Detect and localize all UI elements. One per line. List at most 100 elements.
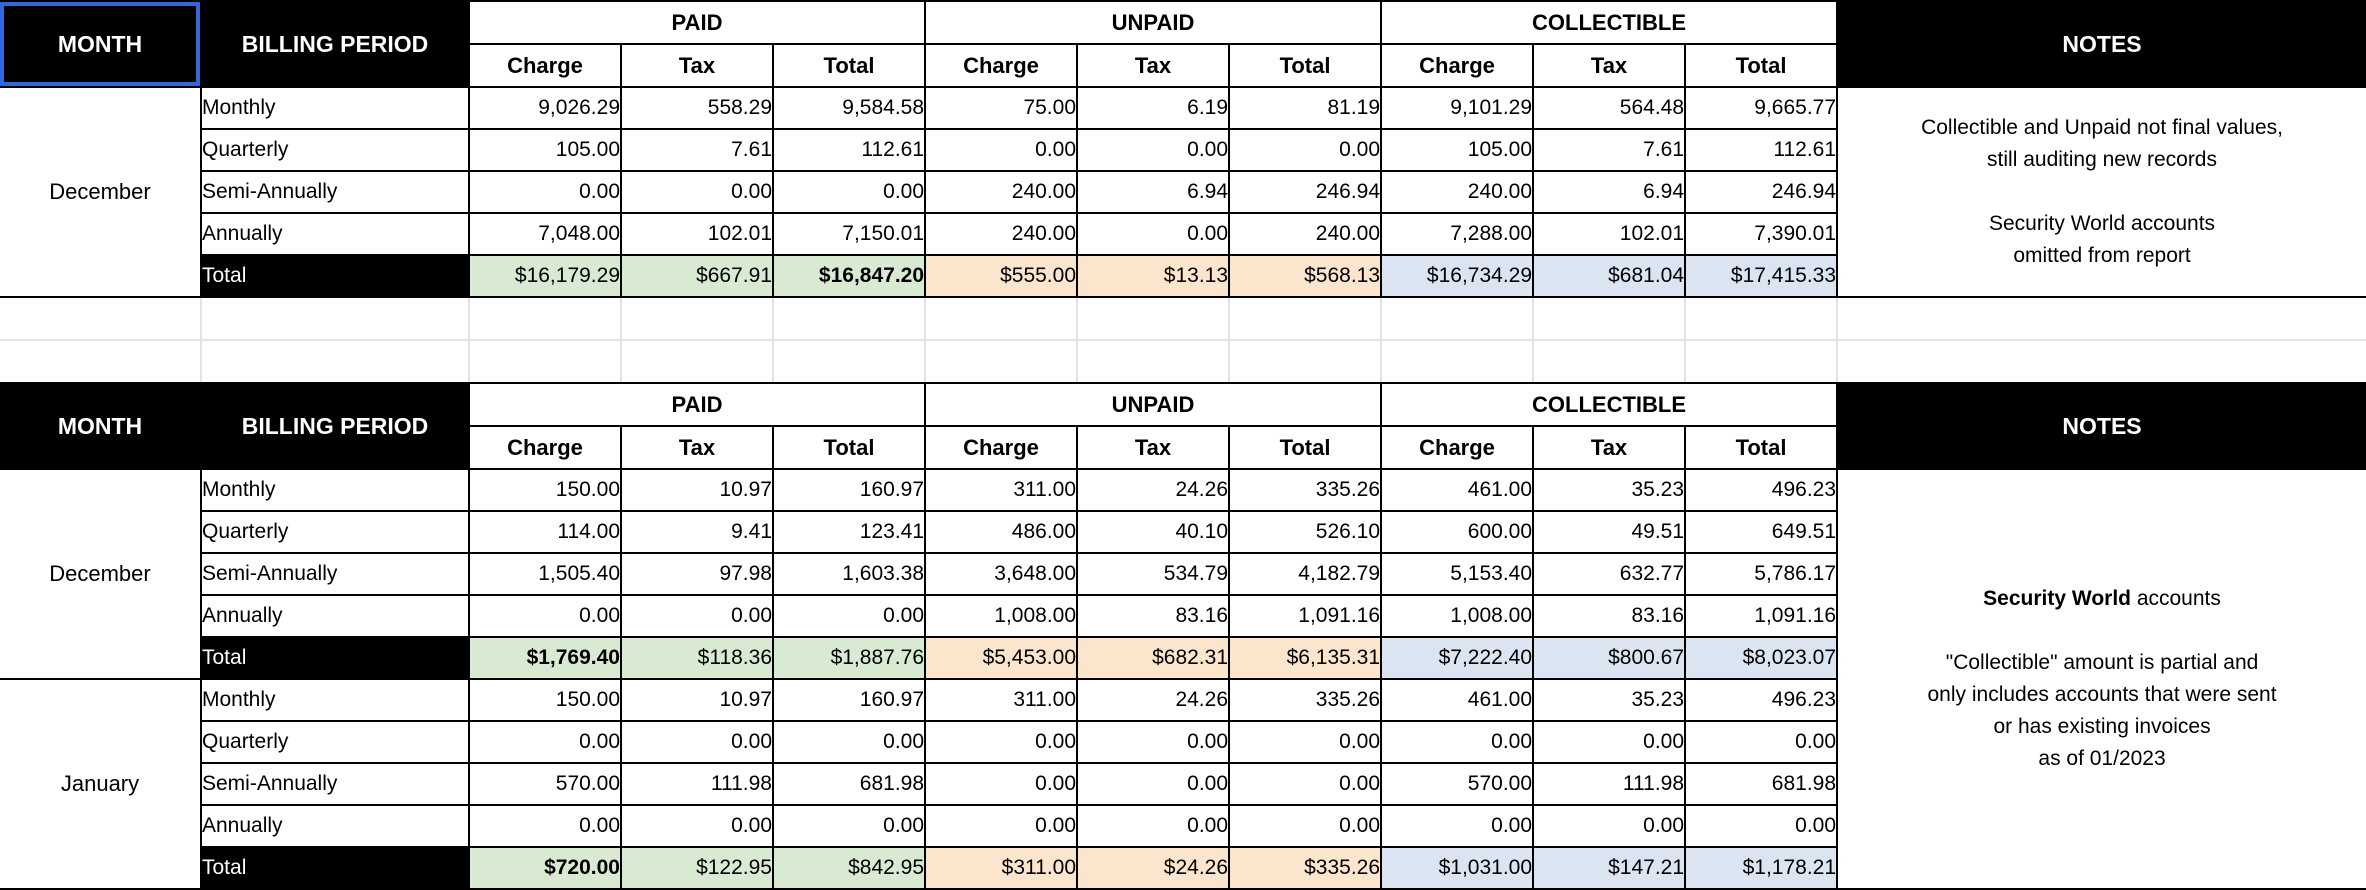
value-cell[interactable]: 9,026.29: [468, 86, 622, 130]
value-cell[interactable]: 1,008.00: [1380, 594, 1535, 638]
value-cell[interactable]: 105.00: [468, 128, 622, 172]
value-cell[interactable]: 0.00: [771, 594, 927, 638]
value-cell[interactable]: 570.00: [468, 762, 622, 806]
value-cell[interactable]: 558.29: [620, 86, 774, 130]
value-cell[interactable]: 111.98: [1532, 762, 1687, 806]
billing-period-cell[interactable]: Monthly: [200, 678, 470, 722]
value-cell[interactable]: 461.00: [1380, 468, 1535, 512]
sub-header-charge[interactable]: Charge: [468, 425, 622, 470]
sub-header-total[interactable]: Total: [1228, 425, 1383, 470]
value-cell[interactable]: 0.00: [771, 170, 927, 214]
billing-period-cell[interactable]: Annually: [200, 804, 470, 848]
value-cell[interactable]: 4,182.79: [1228, 552, 1383, 596]
billing-period-cell[interactable]: Annually: [200, 594, 470, 638]
value-cell[interactable]: 335.26: [1228, 678, 1383, 722]
billing-period-cell[interactable]: Quarterly: [200, 128, 470, 172]
total-value-cell[interactable]: $1,769.40: [468, 636, 622, 680]
value-cell[interactable]: 7,390.01: [1684, 212, 1839, 256]
value-cell[interactable]: 0.00: [1380, 720, 1535, 764]
value-cell[interactable]: 0.00: [924, 762, 1079, 806]
value-cell[interactable]: 123.41: [771, 510, 927, 554]
value-cell[interactable]: 9.41: [620, 510, 774, 554]
value-cell[interactable]: 335.26: [1228, 468, 1383, 512]
group-header-paid[interactable]: PAID: [467, 382, 927, 427]
value-cell[interactable]: 0.00: [620, 594, 774, 638]
value-cell[interactable]: 1,603.38: [771, 552, 927, 596]
value-cell[interactable]: 0.00: [620, 804, 774, 848]
value-cell[interactable]: 81.19: [1228, 86, 1383, 130]
total-value-cell[interactable]: $681.04: [1532, 254, 1687, 298]
value-cell[interactable]: 0.00: [1684, 804, 1839, 848]
value-cell[interactable]: 0.00: [924, 804, 1079, 848]
sub-header-tax[interactable]: Tax: [1532, 43, 1687, 88]
month-cell[interactable]: January: [0, 678, 202, 890]
value-cell[interactable]: 246.94: [1228, 170, 1383, 214]
value-cell[interactable]: 240.00: [924, 212, 1079, 256]
billing-period-cell[interactable]: Monthly: [200, 468, 470, 512]
value-cell[interactable]: 1,505.40: [468, 552, 622, 596]
value-cell[interactable]: 150.00: [468, 468, 622, 512]
value-cell[interactable]: 0.00: [468, 594, 622, 638]
value-cell[interactable]: 9,101.29: [1380, 86, 1535, 130]
total-value-cell[interactable]: $24.26: [1076, 846, 1231, 890]
value-cell[interactable]: 24.26: [1076, 468, 1231, 512]
group-header-unpaid[interactable]: UNPAID: [924, 382, 1383, 427]
total-value-cell[interactable]: $555.00: [924, 254, 1079, 298]
value-cell[interactable]: 0.00: [924, 720, 1079, 764]
sub-header-charge[interactable]: Charge: [924, 425, 1079, 470]
value-cell[interactable]: 681.98: [771, 762, 927, 806]
sub-header-charge[interactable]: Charge: [924, 43, 1079, 88]
total-label-cell[interactable]: Total: [200, 846, 470, 890]
value-cell[interactable]: 0.00: [1076, 128, 1231, 172]
value-cell[interactable]: 0.00: [1228, 128, 1383, 172]
value-cell[interactable]: 10.97: [620, 468, 774, 512]
total-value-cell[interactable]: $122.95: [620, 846, 774, 890]
value-cell[interactable]: 7,048.00: [468, 212, 622, 256]
value-cell[interactable]: 0.00: [468, 170, 622, 214]
total-value-cell[interactable]: $842.95: [771, 846, 927, 890]
month-cell[interactable]: December: [0, 86, 202, 298]
total-value-cell[interactable]: $1,887.76: [771, 636, 927, 680]
notes-cell[interactable]: Security World accounts "Collectible" amo…: [1836, 468, 2366, 890]
notes-column-header[interactable]: NOTES: [1836, 0, 2366, 88]
total-value-cell[interactable]: $1,178.21: [1684, 846, 1839, 890]
value-cell[interactable]: 311.00: [924, 468, 1079, 512]
sub-header-total[interactable]: Total: [771, 425, 927, 470]
total-value-cell[interactable]: $6,135.31: [1228, 636, 1383, 680]
value-cell[interactable]: 112.61: [1684, 128, 1839, 172]
value-cell[interactable]: 240.00: [924, 170, 1079, 214]
value-cell[interactable]: 102.01: [1532, 212, 1687, 256]
billing-period-cell[interactable]: Quarterly: [200, 720, 470, 764]
value-cell[interactable]: 0.00: [1228, 720, 1383, 764]
total-value-cell[interactable]: $800.67: [1532, 636, 1687, 680]
billing-period-cell[interactable]: Monthly: [200, 86, 470, 130]
notes-column-header[interactable]: NOTES: [1836, 382, 2366, 470]
value-cell[interactable]: 1,008.00: [924, 594, 1079, 638]
value-cell[interactable]: 600.00: [1380, 510, 1535, 554]
value-cell[interactable]: 150.00: [468, 678, 622, 722]
sub-header-charge[interactable]: Charge: [1380, 43, 1535, 88]
value-cell[interactable]: 0.00: [1076, 804, 1231, 848]
sub-header-total[interactable]: Total: [1228, 43, 1383, 88]
sub-header-total[interactable]: Total: [1684, 425, 1839, 470]
value-cell[interactable]: 461.00: [1380, 678, 1535, 722]
value-cell[interactable]: 7.61: [620, 128, 774, 172]
value-cell[interactable]: 9,584.58: [771, 86, 927, 130]
value-cell[interactable]: 0.00: [620, 720, 774, 764]
total-value-cell[interactable]: $1,031.00: [1380, 846, 1535, 890]
total-value-cell[interactable]: $7,222.40: [1380, 636, 1535, 680]
billing-period-cell[interactable]: Annually: [200, 212, 470, 256]
value-cell[interactable]: 3,648.00: [924, 552, 1079, 596]
value-cell[interactable]: 75.00: [924, 86, 1079, 130]
value-cell[interactable]: 160.97: [771, 678, 927, 722]
value-cell[interactable]: 0.00: [771, 804, 927, 848]
value-cell[interactable]: 49.51: [1532, 510, 1687, 554]
group-header-collectible[interactable]: COLLECTIBLE: [1380, 0, 1839, 45]
month-cell[interactable]: December: [0, 468, 202, 680]
value-cell[interactable]: 240.00: [1380, 170, 1535, 214]
month-column-header[interactable]: MONTH: [0, 382, 202, 470]
group-header-unpaid[interactable]: UNPAID: [924, 0, 1383, 45]
value-cell[interactable]: 5,153.40: [1380, 552, 1535, 596]
total-value-cell[interactable]: $5,453.00: [924, 636, 1079, 680]
value-cell[interactable]: 105.00: [1380, 128, 1535, 172]
